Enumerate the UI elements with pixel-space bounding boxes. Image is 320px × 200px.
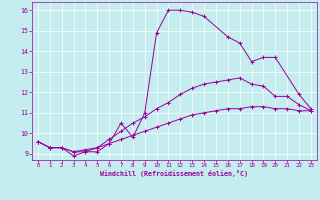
X-axis label: Windchill (Refroidissement éolien,°C): Windchill (Refroidissement éolien,°C)	[100, 170, 248, 177]
